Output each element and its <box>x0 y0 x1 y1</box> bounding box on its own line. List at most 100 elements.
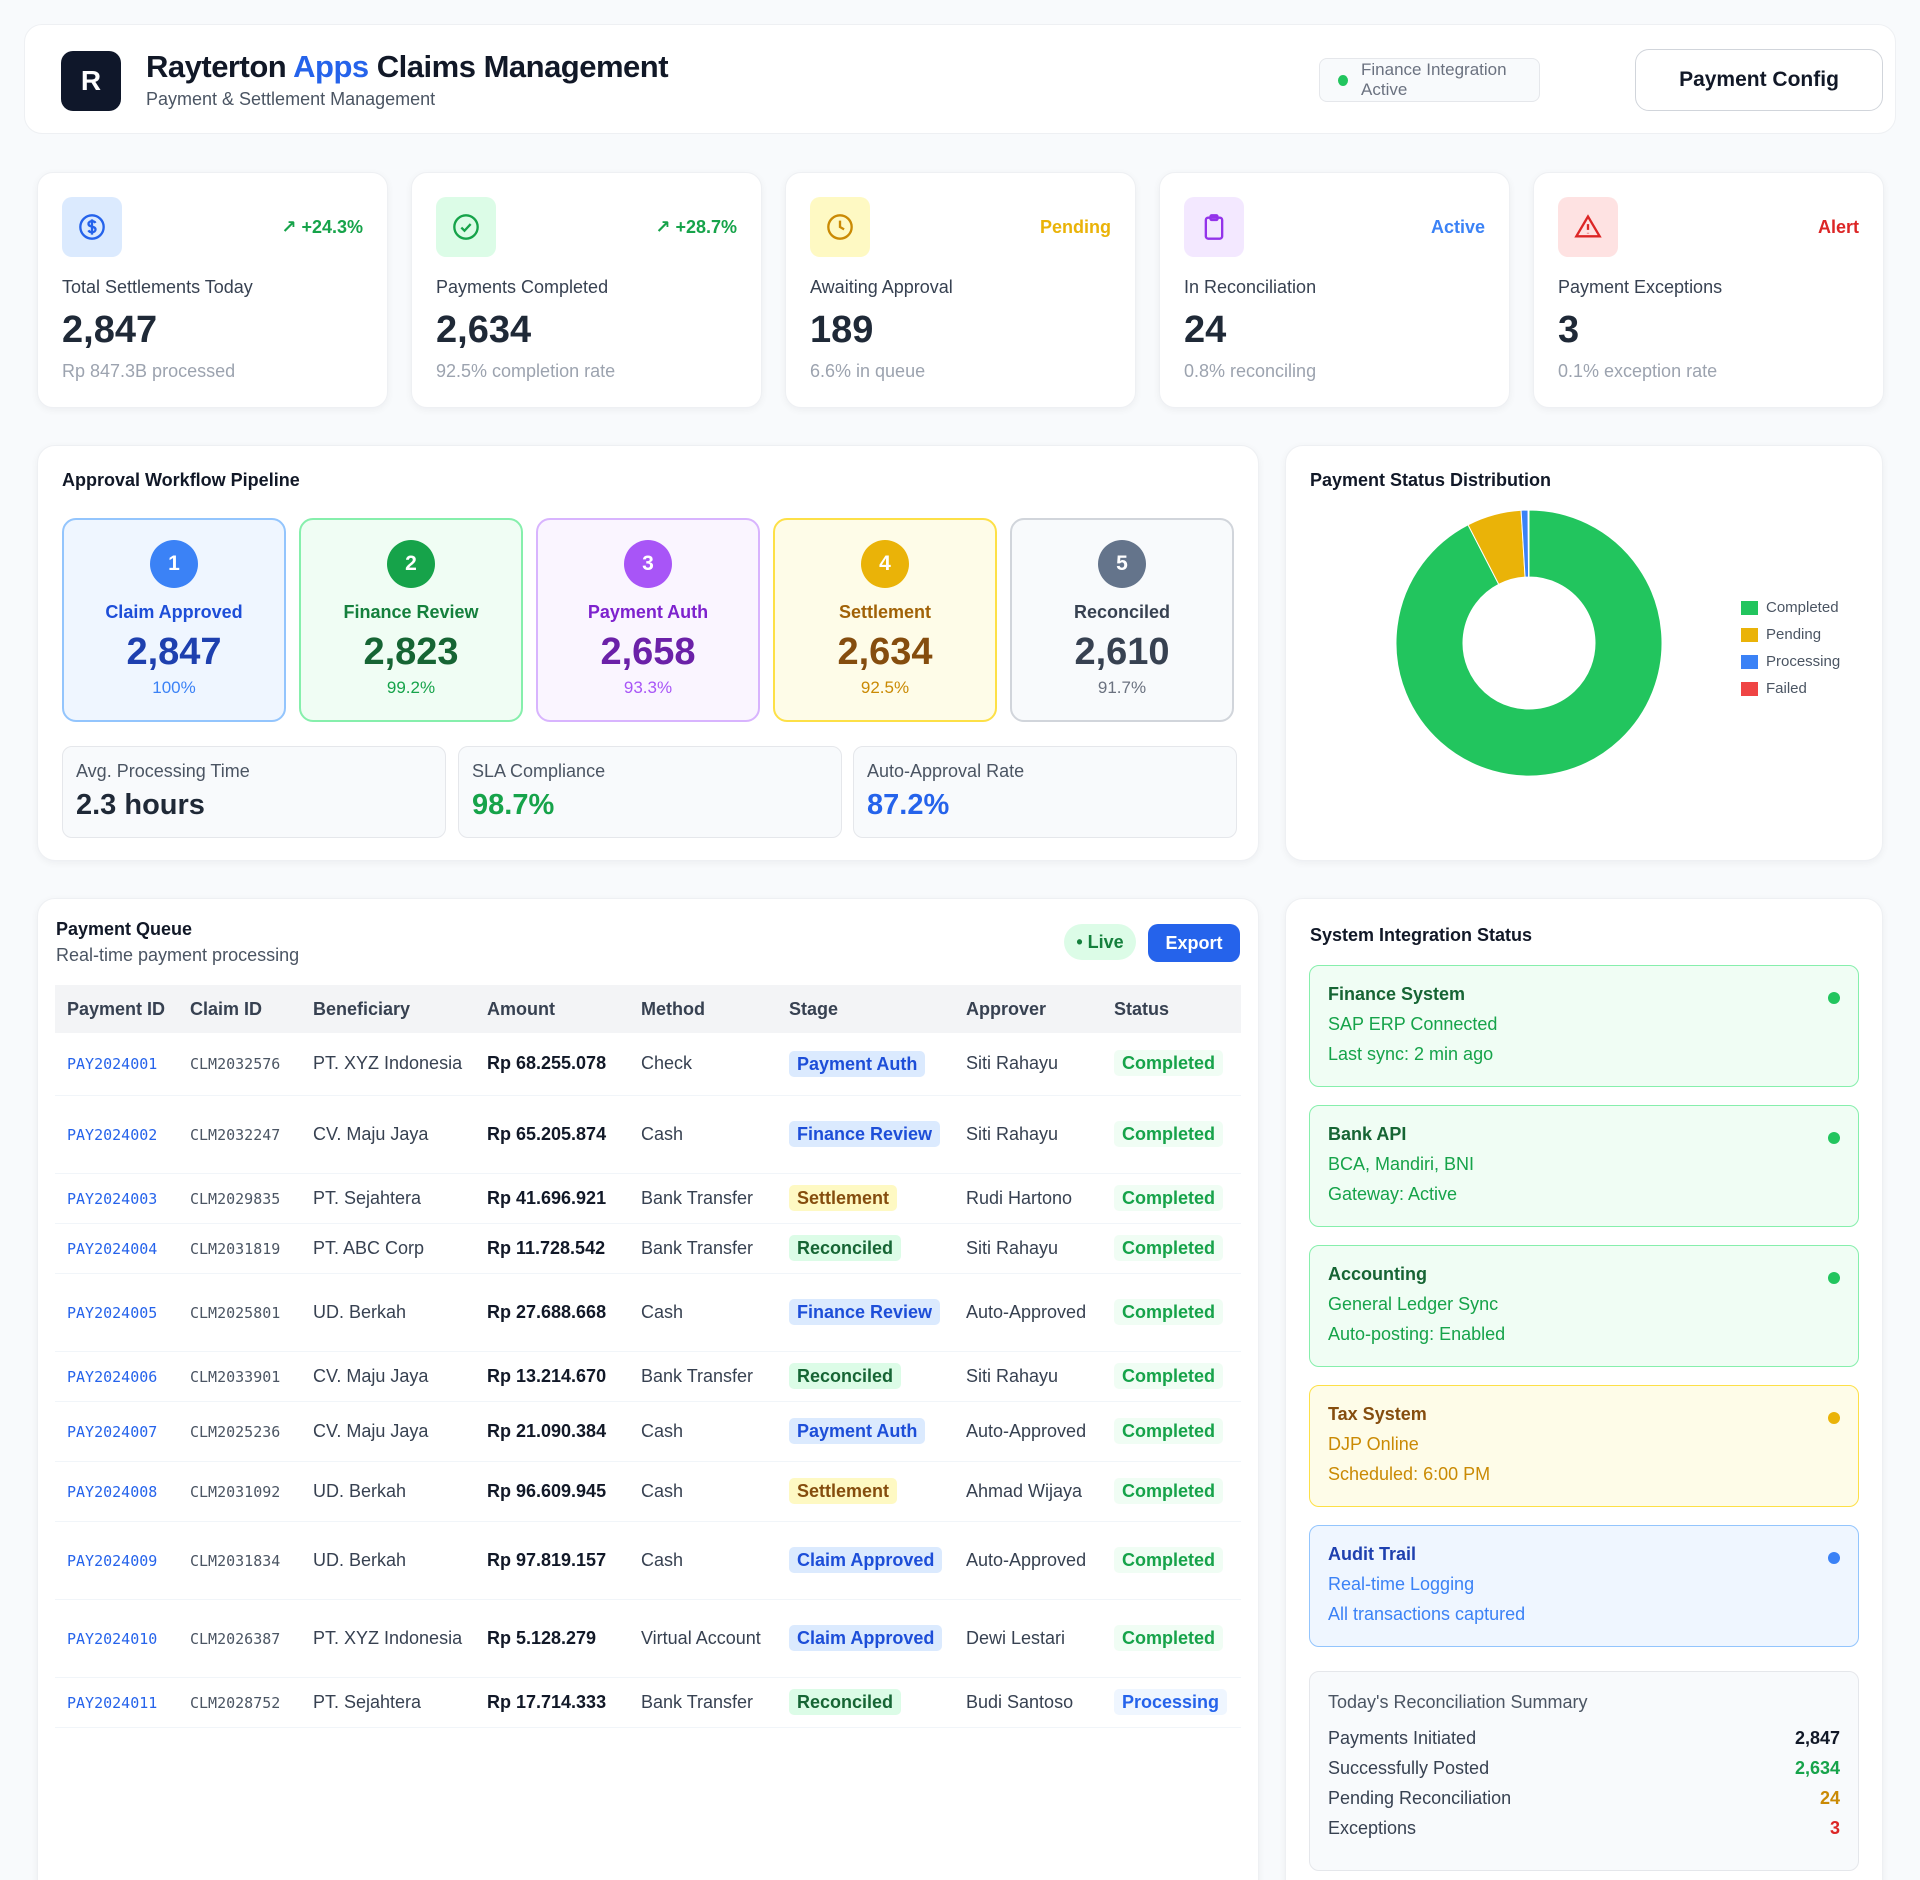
amount: Rp 27.688.668 <box>487 1301 607 1322</box>
claim-id: CLM2032247 <box>190 1125 281 1144</box>
chart-legend: Completed Pending Processing Failed <box>1741 594 1840 702</box>
amount: Rp 21.090.384 <box>487 1420 607 1441</box>
stage-finance-review[interactable]: 2 Finance Review 2,823 99.2% <box>299 518 523 722</box>
stage-claim-approved[interactable]: 1 Claim Approved 2,847 100% <box>62 518 286 722</box>
table-cell: Reconciled <box>777 1351 954 1402</box>
stat-value: 24 <box>1184 309 1227 351</box>
legend-item: Completed <box>1741 594 1840 621</box>
table-row[interactable]: PAY2024008 CLM2031092 UD. Berkah Rp 96.609.… <box>55 1461 1241 1522</box>
payment-method: Bank Transfer <box>641 1237 754 1258</box>
table-cell: Rp 11.728.542 <box>475 1223 629 1274</box>
export-button[interactable]: Export <box>1148 924 1240 962</box>
status-badge: Completed <box>1114 1298 1224 1325</box>
table-cell: Rp 5.128.279 <box>475 1599 629 1678</box>
check-circle-icon <box>436 197 496 257</box>
integration-audit-trail[interactable]: Audit Trail Real-time Logging All transa… <box>1309 1525 1859 1647</box>
integration-tax-system[interactable]: Tax System DJP Online Scheduled: 6:00 PM <box>1309 1385 1859 1507</box>
table-row[interactable]: PAY2024010 CLM2026387 PT. XYZ Indonesia Rp … <box>55 1599 1241 1678</box>
dollar-icon <box>62 197 122 257</box>
status-tag: Active <box>1430 217 1485 237</box>
column-header[interactable]: Claim ID <box>178 985 301 1033</box>
app-subtitle: Payment & Settlement Management <box>146 89 436 109</box>
table-cell: Siti Rahayu <box>954 1351 1102 1402</box>
legend-swatch <box>1741 681 1758 696</box>
stage-settlement[interactable]: 4 Settlement 2,634 92.5% <box>773 518 997 722</box>
stage-reconciled[interactable]: 5 Reconciled 2,610 91.7% <box>1010 518 1234 722</box>
payment-id-link[interactable]: PAY2024007 <box>67 1422 158 1441</box>
integration-accounting[interactable]: Accounting General Ledger Sync Auto-post… <box>1309 1245 1859 1367</box>
table-row[interactable]: PAY2024001 CLM2032576 PT. XYZ Indonesia Rp … <box>55 1033 1241 1096</box>
table-row[interactable]: PAY2024011 CLM2028752 PT. Sejahtera Rp 17.7… <box>55 1677 1241 1728</box>
legend-item: Failed <box>1741 675 1840 702</box>
table-cell: PAY2024003 <box>55 1173 178 1224</box>
column-header[interactable]: Method <box>629 985 777 1033</box>
table-cell: PT. XYZ Indonesia <box>301 1599 475 1678</box>
table-row[interactable]: PAY2024002 CLM2032247 CV. Maju Jaya Rp 65.2… <box>55 1095 1241 1174</box>
claim-id: CLM2026387 <box>190 1629 281 1648</box>
stage-name: Settlement <box>838 602 932 622</box>
donut-slice-failed[interactable] <box>1527 509 1530 578</box>
table-row[interactable]: PAY2024005 CLM2025801 UD. Berkah Rp 27.688.… <box>55 1273 1241 1352</box>
stage-number: 2 <box>387 540 435 588</box>
integration-detail: Real-time Logging <box>1328 1574 1475 1594</box>
amount: Rp 5.128.279 <box>487 1627 597 1648</box>
column-header[interactable]: Stage <box>777 985 954 1033</box>
payment-method: Cash <box>641 1480 684 1501</box>
table-cell: CLM2031819 <box>178 1223 301 1274</box>
stage-percent: 100% <box>152 678 196 697</box>
stage-badge: Settlement <box>789 1478 898 1504</box>
table-row[interactable]: PAY2024007 CLM2025236 CV. Maju Jaya Rp 21.0… <box>55 1401 1241 1462</box>
payment-method: Bank Transfer <box>641 1691 754 1712</box>
column-header[interactable]: Amount <box>475 985 629 1033</box>
stage-number: 3 <box>624 540 672 588</box>
stage-badge: Payment Auth <box>789 1050 926 1077</box>
stage-value: 2,658 <box>600 631 696 673</box>
column-header[interactable]: Beneficiary <box>301 985 475 1033</box>
status-badge: Completed <box>1114 1050 1224 1077</box>
table-row[interactable]: PAY2024006 CLM2033901 CV. Maju Jaya Rp 13.2… <box>55 1351 1241 1402</box>
payment-method: Check <box>641 1053 693 1074</box>
table-row[interactable]: PAY2024009 CLM2031834 UD. Berkah Rp 97.819.… <box>55 1521 1241 1600</box>
payment-id-link[interactable]: PAY2024008 <box>67 1482 158 1501</box>
integration-status-badge: Finance Integration Active <box>1319 58 1540 102</box>
amount: Rp 41.696.921 <box>487 1187 607 1208</box>
table-cell: Siti Rahayu <box>954 1033 1102 1096</box>
column-header[interactable]: Payment ID <box>55 985 178 1033</box>
payment-config-button[interactable]: Payment Config <box>1635 49 1883 111</box>
stage-name: Reconciled <box>1073 602 1171 622</box>
stage-payment-auth[interactable]: 3 Payment Auth 2,658 93.3% <box>536 518 760 722</box>
column-header[interactable]: Approver <box>954 985 1102 1033</box>
stage-percent: 99.2% <box>386 678 436 697</box>
table-cell: PT. Sejahtera <box>301 1173 475 1224</box>
table-cell: Bank Transfer <box>629 1351 777 1402</box>
legend-swatch <box>1741 600 1758 615</box>
approver: Rudi Hartono <box>966 1187 1073 1208</box>
trend-up-icon: ↗ <box>281 217 302 237</box>
stage-percent: 93.3% <box>623 678 673 697</box>
table-row[interactable]: PAY2024004 CLM2031819 PT. ABC Corp Rp 11.72… <box>55 1223 1241 1274</box>
payment-id-link[interactable]: PAY2024006 <box>67 1367 158 1386</box>
payment-id-link[interactable]: PAY2024011 <box>67 1693 158 1712</box>
payment-id-link[interactable]: PAY2024002 <box>67 1125 158 1144</box>
payment-id-link[interactable]: PAY2024009 <box>67 1551 158 1570</box>
integration-detail: General Ledger Sync <box>1328 1294 1499 1314</box>
payment-id-link[interactable]: PAY2024005 <box>67 1303 158 1322</box>
payment-id-link[interactable]: PAY2024010 <box>67 1629 158 1648</box>
integration-finance-system[interactable]: Finance System SAP ERP Connected Last sy… <box>1309 965 1859 1087</box>
table-cell: Siti Rahayu <box>954 1095 1102 1174</box>
payment-id-link[interactable]: PAY2024001 <box>67 1055 158 1074</box>
status-distribution-panel: Payment Status Distribution Completed Pe… <box>1285 445 1883 861</box>
table-row[interactable]: PAY2024003 CLM2029835 PT. Sejahtera Rp 41.6… <box>55 1173 1241 1224</box>
summary-label: Exceptions <box>1328 1818 1417 1838</box>
table-cell: Rp 13.214.670 <box>475 1351 629 1402</box>
table-cell: Completed <box>1102 1223 1241 1274</box>
payment-id-link[interactable]: PAY2024003 <box>67 1189 158 1208</box>
table-cell: Rp 68.255.078 <box>475 1033 629 1096</box>
metric-label: Auto-Approval Rate <box>867 761 1025 781</box>
column-header[interactable]: Status <box>1102 985 1241 1033</box>
donut-slice-completed[interactable] <box>1395 509 1663 777</box>
payment-id-link[interactable]: PAY2024004 <box>67 1239 158 1258</box>
stage-percent: 92.5% <box>860 678 910 697</box>
status-dot-icon <box>1828 1412 1840 1424</box>
integration-bank-api[interactable]: Bank API BCA, Mandiri, BNI Gateway: Acti… <box>1309 1105 1859 1227</box>
